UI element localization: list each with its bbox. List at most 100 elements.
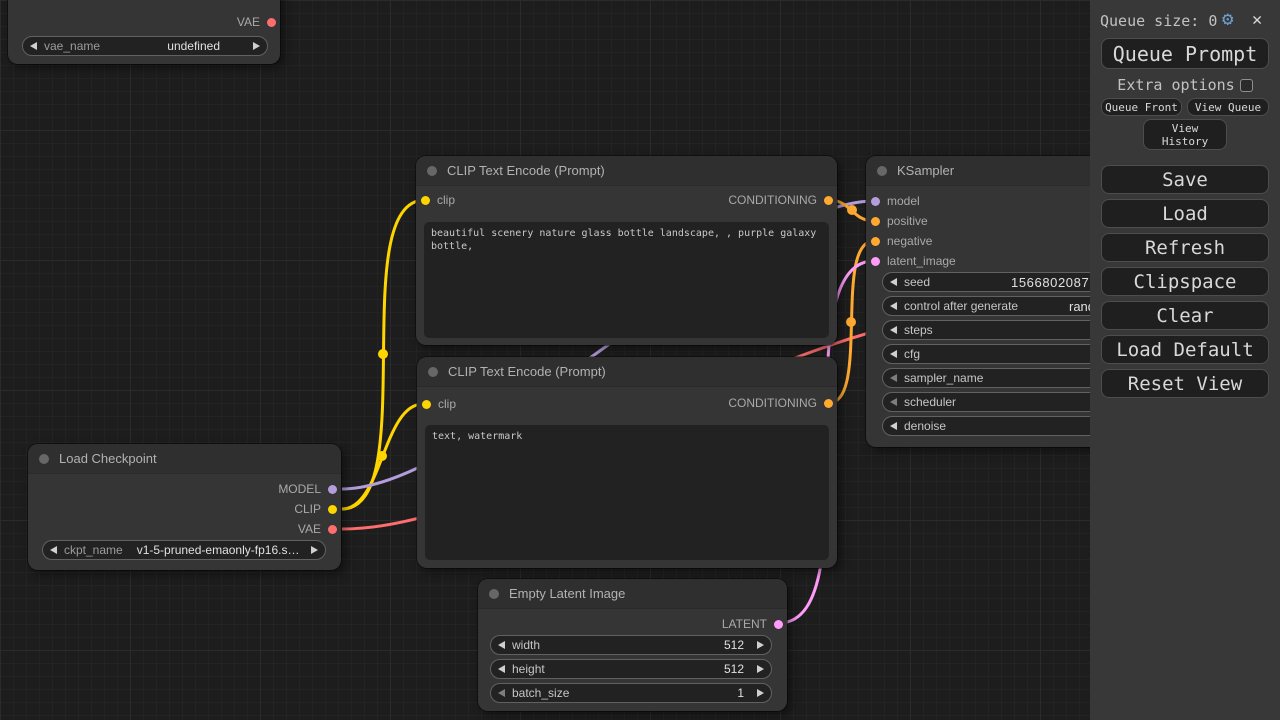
view-history-button[interactable]: View History [1143,119,1227,150]
queue-prompt-button[interactable]: Queue Prompt [1101,38,1269,69]
node-title: Load Checkpoint [59,451,157,466]
decrement-arrow-icon[interactable] [890,350,897,358]
widget-label: ckpt_name [64,543,123,557]
input-label: negative [887,234,933,248]
clear-button[interactable]: Clear [1101,301,1269,330]
node-title: CLIP Text Encode (Prompt) [448,364,606,379]
decrement-arrow-icon[interactable] [890,422,897,430]
decrement-arrow-icon[interactable] [890,398,897,406]
increment-arrow-icon[interactable] [757,665,764,673]
widget-label: vae_name [44,39,101,53]
collapse-dot-icon[interactable] [489,588,499,599]
decrement-arrow-icon[interactable] [890,326,897,334]
decrement-arrow-icon[interactable] [890,302,897,310]
widget-control-after-generate[interactable]: control after generate randomize [882,296,1150,316]
queue-front-button[interactable]: Queue Front [1101,98,1182,116]
input-socket-clip[interactable] [421,195,430,205]
collapse-dot-icon[interactable] [427,165,437,176]
output-label: VAE [297,522,321,536]
output-label: CONDITIONING [728,396,817,410]
decrement-arrow-icon[interactable] [890,374,897,382]
decrement-arrow-icon[interactable] [30,42,37,50]
widget-label: denoise [904,419,947,433]
widget-cfg[interactable]: cfg [882,344,1150,364]
save-button[interactable]: Save [1101,165,1269,194]
widget-label: steps [904,323,933,337]
widget-ckpt-name[interactable]: ckpt_name v1-5-pruned-emaonly-fp16.s… [42,540,326,560]
link-dot [377,451,387,461]
increment-arrow-icon[interactable] [757,641,764,649]
refresh-button[interactable]: Refresh [1101,233,1269,262]
node-title: Empty Latent Image [509,586,626,601]
node-vae-loader[interactable]: VAE vae_name undefined [8,0,280,64]
widget-value: 512 [723,638,744,652]
widget-seed[interactable]: seed 1566802087 [882,272,1150,292]
output-label: CLIP [294,502,321,516]
node-titlebar[interactable]: Load Checkpoint [28,444,341,474]
collapse-dot-icon[interactable] [428,366,438,377]
decrement-arrow-icon[interactable] [50,546,57,554]
node-load-checkpoint[interactable]: Load Checkpoint MODEL CLIP VAE ckpt_name… [28,444,341,570]
decrement-arrow-icon[interactable] [498,641,505,649]
queue-size-label: Queue size: 0 [1100,12,1218,30]
decrement-arrow-icon[interactable] [498,689,505,697]
widget-value: undefined [167,39,220,53]
widget-width[interactable]: width 512 [490,635,772,655]
widget-value: v1-5-pruned-emaonly-fp16.s… [136,543,300,557]
widget-batch-size[interactable]: batch_size 1 [490,683,772,703]
widget-scheduler[interactable]: scheduler [882,392,1150,412]
widget-value: 1566802087 [1011,275,1090,290]
output-socket-latent[interactable] [774,619,783,629]
load-button[interactable]: Load [1101,199,1269,228]
link-dot [378,349,388,359]
load-default-button[interactable]: Load Default [1101,335,1269,364]
widget-vae-name[interactable]: vae_name undefined [22,36,268,56]
widget-steps[interactable]: steps [882,320,1150,340]
node-clip-text-encode-positive[interactable]: CLIP Text Encode (Prompt) clip CONDITION… [416,156,837,345]
comfy-menu-panel: Queue size: 0 ⚙ ✕ Queue Prompt Extra opt… [1090,0,1280,720]
node-titlebar[interactable]: Empty Latent Image [478,579,787,609]
decrement-arrow-icon[interactable] [890,278,897,286]
output-socket-clip[interactable] [328,504,337,514]
close-icon[interactable]: ✕ [1252,10,1263,30]
widget-height[interactable]: height 512 [490,659,772,679]
collapse-dot-icon[interactable] [877,165,887,176]
output-socket-conditioning[interactable] [824,195,833,205]
input-socket-model[interactable] [871,196,880,206]
prompt-textarea-negative[interactable]: text, watermark [425,425,829,560]
input-socket-positive[interactable] [871,216,880,226]
increment-arrow-icon[interactable] [253,42,260,50]
output-socket-conditioning[interactable] [824,398,833,408]
output-label: CONDITIONING [728,193,817,207]
extra-options-checkbox[interactable] [1239,78,1253,92]
widget-label: sampler_name [904,371,984,385]
output-socket-model[interactable] [328,484,337,494]
view-queue-button[interactable]: View Queue [1187,98,1269,116]
reset-view-button[interactable]: Reset View [1101,369,1269,398]
widget-value: 1 [737,686,744,700]
gear-icon[interactable]: ⚙ [1222,8,1234,30]
node-titlebar[interactable]: CLIP Text Encode (Prompt) [417,357,837,387]
link-dot [846,317,856,327]
input-label: clip [437,193,456,207]
output-label: LATENT [721,617,767,631]
increment-arrow-icon[interactable] [311,546,318,554]
decrement-arrow-icon[interactable] [498,665,505,673]
widget-label: cfg [904,347,921,361]
increment-arrow-icon[interactable] [757,689,764,697]
node-empty-latent-image[interactable]: Empty Latent Image LATENT width 512 heig… [478,579,787,711]
prompt-textarea-positive[interactable]: beautiful scenery nature glass bottle la… [424,222,829,338]
widget-sampler-name[interactable]: sampler_name [882,368,1150,388]
clipspace-button[interactable]: Clipspace [1101,267,1269,296]
input-socket-negative[interactable] [871,236,880,246]
collapse-dot-icon[interactable] [39,453,49,464]
output-socket-vae[interactable] [267,17,276,27]
node-clip-text-encode-negative[interactable]: CLIP Text Encode (Prompt) clip CONDITION… [417,357,837,568]
node-title: CLIP Text Encode (Prompt) [447,163,605,178]
input-socket-latent-image[interactable] [871,256,880,266]
node-titlebar[interactable]: CLIP Text Encode (Prompt) [416,156,837,186]
input-socket-clip[interactable] [422,399,431,409]
widget-denoise[interactable]: denoise [882,416,1150,436]
output-socket-vae[interactable] [328,524,337,534]
